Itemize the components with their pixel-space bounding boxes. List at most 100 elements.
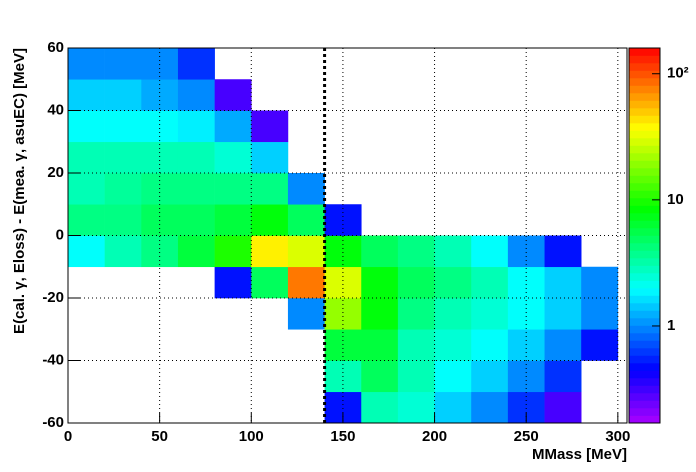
colorbar-step (629, 70, 660, 79)
heat-cell (544, 235, 582, 268)
heat-cell (544, 360, 582, 393)
colorbar-step (629, 393, 660, 401)
colorbar-step (629, 280, 660, 289)
colorbar-step (629, 115, 660, 124)
heat-cell (361, 329, 399, 361)
x-tick-label: 0 (64, 428, 72, 445)
heat-cell (507, 329, 545, 361)
heat-cell (507, 266, 545, 299)
heat-cell (177, 235, 215, 268)
colorbar-step (629, 288, 660, 296)
colorbar-step (629, 363, 660, 371)
heat-cell (471, 298, 509, 330)
heat-cell (581, 329, 619, 361)
heat-cell (471, 235, 509, 268)
heat-cell (434, 266, 472, 299)
colorbar-step (629, 310, 660, 319)
y-tick-label: 20 (47, 164, 64, 181)
colorbar-step (629, 355, 660, 364)
heat-cell (68, 48, 105, 80)
x-tick-label: 300 (605, 428, 630, 445)
colorbar-step (629, 175, 660, 184)
heat-cell (177, 141, 215, 174)
colorbar-step (629, 190, 660, 199)
colorbar-step (629, 85, 660, 94)
heat-cell (361, 298, 399, 330)
heat-cell (68, 141, 105, 174)
heat-cell (251, 266, 289, 299)
y-tick-label: -40 (42, 351, 64, 368)
heat-cell (251, 141, 289, 174)
heat-cell (68, 204, 105, 236)
colorbar-step (629, 48, 660, 56)
x-tick-label: 200 (422, 428, 447, 445)
colorbar-step (629, 303, 660, 311)
colorbar-step (629, 400, 660, 409)
heat-cell (397, 391, 435, 424)
y-tick-label: 40 (47, 101, 64, 118)
heat-cell (177, 173, 215, 205)
heat-cell (397, 235, 435, 268)
colorbar-step (629, 205, 660, 214)
heat-cell (214, 141, 252, 174)
heat-cell (177, 204, 215, 236)
heat-cell (434, 360, 472, 393)
heat-cell (177, 79, 215, 111)
colorbar-step (629, 145, 660, 154)
plot-frame (67, 47, 628, 424)
heat-cell (141, 110, 179, 143)
colorbar-frame (628, 47, 661, 424)
heat-cell (214, 266, 252, 299)
colorbar-step (629, 93, 660, 101)
colorbar-step (629, 408, 660, 416)
y-tick-label: -20 (42, 289, 64, 306)
colorbar-step (629, 348, 660, 356)
heat-cell (68, 235, 105, 268)
colorbar-step (629, 138, 660, 146)
heat-cell (251, 235, 289, 268)
heat-cell (434, 235, 472, 268)
heat-cell (581, 298, 619, 330)
heat-cell (397, 298, 435, 330)
colorbar-step (629, 243, 660, 251)
y-tick-label: 60 (47, 39, 64, 56)
heat-cell (251, 110, 289, 143)
colorbar-step (629, 55, 660, 64)
heat-cell (544, 266, 582, 299)
heat-cell (177, 110, 215, 143)
heat-cell (287, 173, 325, 205)
colorbar-step (629, 378, 660, 386)
colorbar-step (629, 258, 660, 266)
heat-cell (361, 266, 399, 299)
heat-cell (324, 329, 362, 361)
colorbar-step (629, 123, 660, 131)
colorbar-step (629, 108, 660, 116)
colorbar-step (629, 183, 660, 191)
heat-cell (471, 329, 509, 361)
colorbar-step (629, 130, 660, 139)
colorbar-step (629, 265, 660, 274)
heat-cell (104, 141, 142, 174)
heat-cell (361, 235, 399, 268)
x-tick-label: 150 (330, 428, 355, 445)
colorbar-step (629, 325, 660, 334)
x-tick-label: 50 (151, 428, 168, 445)
colorbar-tick-label: 10 (667, 191, 684, 208)
colorbar-step (629, 100, 660, 109)
heat-cell (104, 235, 142, 268)
y-axis-title: E(cal. γ, Eloss) - E(mea. γ, asuEC) [MeV… (11, 48, 28, 334)
heat-cell (68, 173, 105, 205)
heat-cell (104, 79, 142, 111)
colorbar-step (629, 250, 660, 259)
heat-cell (544, 298, 582, 330)
colorbar-step (629, 153, 660, 161)
colorbar-step (629, 385, 660, 394)
heat-cell (214, 110, 252, 143)
colorbar-step (629, 318, 660, 326)
heat-cell (214, 204, 252, 236)
heat-cell (287, 298, 325, 330)
heat-cell (141, 48, 179, 80)
heat-cell (471, 360, 509, 393)
heat-cell (104, 173, 142, 205)
